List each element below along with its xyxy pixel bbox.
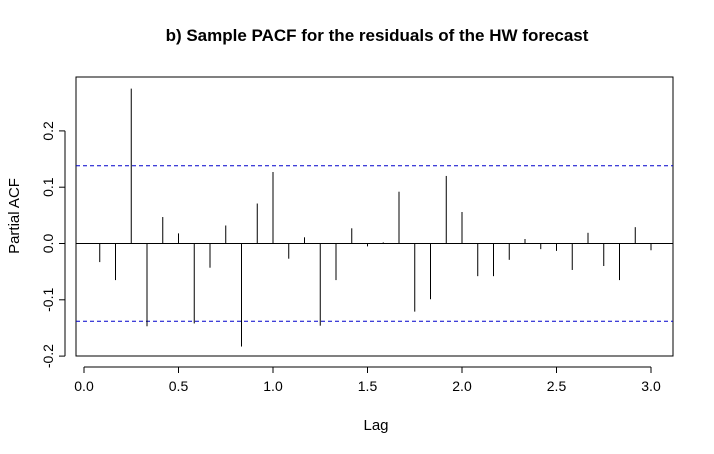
y-tick-label: 0.1 (40, 177, 56, 197)
y-tick-label: 0.2 (40, 121, 56, 141)
plot-frame (75, 76, 674, 357)
chart-title: b) Sample PACF for the residuals of the … (166, 26, 589, 45)
x-tick-label: 2.0 (452, 378, 472, 394)
x-tick-label: 0.5 (169, 378, 189, 394)
x-tick-label: 1.5 (358, 378, 378, 394)
x-axis-label: Lag (363, 417, 388, 434)
y-tick-label: -0.1 (40, 288, 56, 312)
x-tick-label: 3.0 (641, 378, 661, 394)
bar-layer (99, 88, 652, 347)
x-axis: 0.0 0.5 1.0 1.5 2.0 2.5 3.0 (74, 366, 661, 394)
confidence-bound-layer (76, 165, 673, 322)
y-axis: -0.2 -0.1 0.0 0.1 0.2 (40, 121, 66, 368)
x-tick-label: 0.0 (74, 378, 94, 394)
x-tick-label: 1.0 (263, 378, 283, 394)
y-tick-label: 0.0 (40, 234, 56, 254)
y-axis-label: Partial ACF (6, 178, 23, 254)
x-tick-label: 2.5 (547, 378, 567, 394)
y-tick-label: -0.2 (40, 344, 56, 368)
